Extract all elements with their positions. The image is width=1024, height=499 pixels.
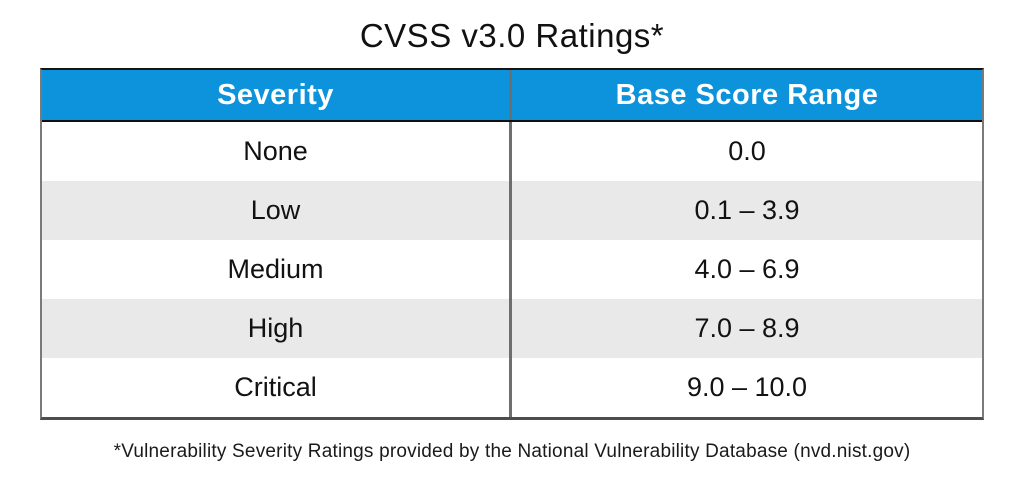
severity-cell: High (42, 299, 512, 358)
severity-cell: None (42, 122, 512, 181)
page: CVSS v3.0 Ratings* Severity Base Score R… (0, 17, 1024, 499)
column-header-base-score-range: Base Score Range (615, 78, 879, 111)
score-range-cell: 4.0 – 6.9 (694, 254, 800, 284)
table-row-critical: Critical 9.0 – 10.0 (42, 358, 982, 417)
cvss-ratings-table: Severity Base Score Range None 0.0 Low 0… (40, 68, 984, 420)
severity-cell: Low (42, 181, 512, 240)
score-range-cell: 9.0 – 10.0 (686, 372, 808, 402)
table-row-low: Low 0.1 – 3.9 (42, 181, 982, 240)
score-range-cell: 0.1 – 3.9 (694, 195, 800, 225)
table-row-none: None 0.0 (42, 122, 982, 181)
page-title: CVSS v3.0 Ratings* (359, 17, 665, 54)
score-range-cell: 0.0 (728, 136, 766, 166)
table-row-high: High 7.0 – 8.9 (42, 299, 982, 358)
column-header-severity: Severity (42, 70, 512, 120)
score-range-cell: 7.0 – 8.9 (694, 313, 800, 343)
severity-cell: Critical (42, 358, 512, 417)
severity-cell: Medium (42, 240, 512, 299)
footnote: *Vulnerability Severity Ratings provided… (113, 441, 911, 462)
table-row-medium: Medium 4.0 – 6.9 (42, 240, 982, 299)
table-header-row: Severity Base Score Range (42, 70, 982, 122)
